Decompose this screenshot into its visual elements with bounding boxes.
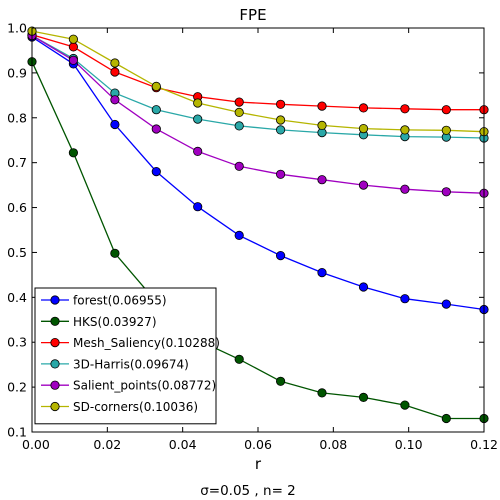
data-point-5-8 <box>358 124 369 134</box>
legend-label: Mesh_Saliency(0.10288) <box>73 336 220 350</box>
chart-title: FPE <box>239 6 266 24</box>
y-tick-label: 1.0 <box>7 21 27 36</box>
data-point-2-10 <box>441 105 451 115</box>
data-point-3-5 <box>234 121 244 131</box>
data-point-0-4 <box>193 202 203 212</box>
data-point-0-8 <box>358 282 369 292</box>
legend-label: 3D-Harris(0.09674) <box>73 357 189 371</box>
data-point-1-1 <box>68 148 79 158</box>
data-point-4-5 <box>234 161 244 171</box>
data-point-1-5 <box>234 354 244 364</box>
legend-marker <box>50 401 60 412</box>
data-point-4-8 <box>358 180 369 190</box>
data-point-3-3 <box>151 105 161 115</box>
x-axis-label: r <box>255 455 262 473</box>
legend-marker <box>50 295 60 305</box>
data-point-2-5 <box>234 97 244 107</box>
plot-markers <box>27 26 489 424</box>
legend-marker <box>50 380 60 390</box>
plot-lines <box>31 30 485 420</box>
data-point-0-3 <box>151 167 161 177</box>
data-point-0-5 <box>234 230 244 240</box>
legend-label: Salient_points(0.08772) <box>73 379 216 393</box>
data-point-4-9 <box>400 184 410 194</box>
data-point-1-9 <box>400 400 410 410</box>
data-point-5-5 <box>234 107 244 118</box>
y-tick-label: 0.3 <box>7 335 27 350</box>
legend-label: forest(0.06955) <box>73 294 167 308</box>
data-point-2-1 <box>68 42 79 52</box>
data-point-5-6 <box>275 115 286 125</box>
data-point-4-10 <box>441 187 451 197</box>
series-line-2 <box>31 34 484 111</box>
data-point-3-6 <box>275 125 286 135</box>
legend-marker <box>50 316 60 326</box>
y-tick-label: 0.6 <box>7 200 27 215</box>
data-point-4-4 <box>193 146 203 156</box>
x-axis-ticks: 0.00 0.02 0.04 0.06 0.08 0.10 0.12 <box>22 28 498 452</box>
series-line-5 <box>31 30 485 133</box>
y-tick-label: 0.7 <box>7 155 27 170</box>
x-tick-label: 0.06 <box>244 437 272 452</box>
footnote: σ=0.05 , n= 2 <box>200 483 296 499</box>
data-point-5-10 <box>441 125 451 135</box>
y-tick-label: 0.1 <box>7 425 27 440</box>
data-point-5-9 <box>400 125 410 135</box>
data-point-1-6 <box>275 376 286 386</box>
data-point-1-8 <box>358 392 369 402</box>
legend-label: HKS(0.03927) <box>73 315 157 329</box>
data-point-4-6 <box>275 169 286 179</box>
y-tick-label: 0.2 <box>7 380 27 395</box>
data-point-0-2 <box>110 119 120 130</box>
data-point-2-7 <box>317 101 327 111</box>
y-tick-label: 0.9 <box>7 65 27 80</box>
data-point-5-1 <box>68 34 79 44</box>
data-point-3-4 <box>193 114 203 124</box>
data-point-2-6 <box>275 99 286 109</box>
data-point-0-10 <box>441 299 451 309</box>
series-line-0 <box>31 36 485 311</box>
data-point-0-7 <box>317 267 327 278</box>
x-tick-label: 0.04 <box>169 437 197 452</box>
data-point-5-7 <box>317 120 327 131</box>
y-tick-label: 0.4 <box>7 290 27 305</box>
data-point-1-7 <box>317 388 327 398</box>
legend-box <box>34 287 217 425</box>
legend-marker <box>50 337 60 348</box>
data-point-5-3 <box>151 81 161 92</box>
legend: forest(0.06955) HKS(0.03927) Mesh_Saliency… <box>34 287 220 425</box>
series-line-3 <box>31 35 485 139</box>
series-line-1 <box>31 61 484 420</box>
data-point-0-6 <box>275 251 286 261</box>
data-point-2-8 <box>358 103 369 113</box>
y-tick-label: 0.5 <box>7 245 27 260</box>
series-line-4 <box>31 35 485 194</box>
data-point-1-2 <box>110 248 120 258</box>
x-tick-label: 0.10 <box>395 437 423 452</box>
data-point-4-1 <box>68 55 79 65</box>
data-point-0-9 <box>400 294 410 304</box>
data-point-5-4 <box>193 98 203 108</box>
x-tick-label: 0.12 <box>470 437 498 452</box>
data-point-4-2 <box>110 95 120 105</box>
data-point-4-7 <box>317 175 327 185</box>
legend-marker <box>50 359 60 369</box>
x-tick-label: 0.08 <box>319 437 347 452</box>
y-tick-label: 0.8 <box>7 110 27 125</box>
data-point-1-10 <box>441 413 451 424</box>
legend-label: SD-corners(0.10036) <box>73 400 198 414</box>
data-point-4-3 <box>151 124 161 134</box>
data-point-2-2 <box>110 67 120 77</box>
data-point-5-2 <box>110 58 120 68</box>
data-point-2-9 <box>400 104 410 114</box>
x-tick-label: 0.02 <box>93 437 121 452</box>
x-tick-label: 0.00 <box>22 437 50 452</box>
